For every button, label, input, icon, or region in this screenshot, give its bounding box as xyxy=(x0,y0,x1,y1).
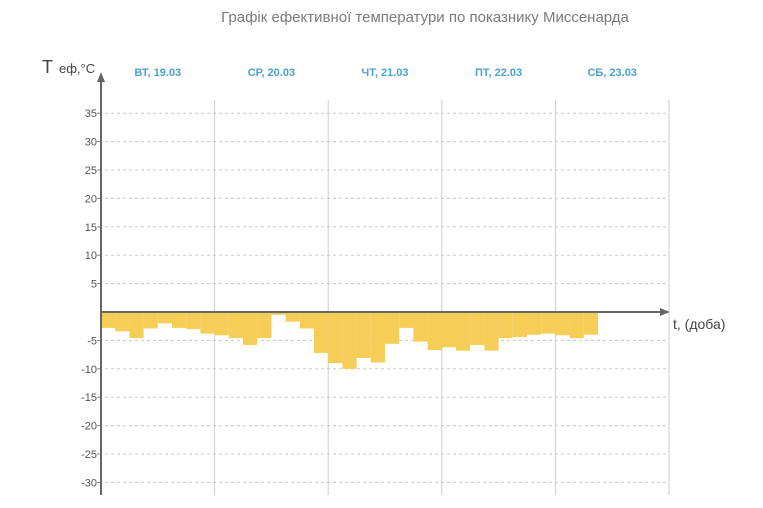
bar xyxy=(115,312,130,332)
bar xyxy=(257,312,272,339)
y-tick-label: 20 xyxy=(85,193,97,205)
bar xyxy=(370,312,385,363)
bar xyxy=(299,312,314,329)
y-tick-label: 30 xyxy=(85,137,97,149)
bar xyxy=(172,312,187,328)
bar xyxy=(271,312,286,315)
y-tick-label: -5 xyxy=(87,335,97,347)
bar xyxy=(228,312,243,339)
bar xyxy=(186,312,201,330)
y-tick-label: -20 xyxy=(81,421,97,433)
bar xyxy=(314,312,329,353)
x-axis-label: t, (доба) xyxy=(673,316,725,332)
bar xyxy=(456,312,471,351)
bar xyxy=(498,312,513,339)
bar xyxy=(583,312,598,335)
y-tick-label: 10 xyxy=(85,250,97,262)
bars xyxy=(101,312,598,369)
bar xyxy=(200,312,215,334)
y-tick-label: 25 xyxy=(85,165,97,177)
y-tick-label: -10 xyxy=(81,364,97,376)
y-tick-label: 5 xyxy=(91,279,97,291)
y-tick-label: -15 xyxy=(81,392,97,404)
y-axis-arrow xyxy=(97,72,105,82)
bar xyxy=(356,312,371,359)
bar xyxy=(214,312,229,336)
y-axis-label-subscript: еф,°C xyxy=(59,61,95,76)
day-label: СБ, 23.03 xyxy=(587,67,637,79)
bar xyxy=(328,312,343,364)
bar xyxy=(285,312,300,322)
day-separators xyxy=(214,100,670,495)
y-tick-label: 35 xyxy=(85,108,97,120)
bar xyxy=(441,312,456,348)
y-tick-labels: 35 30 25 20 15 10 5 -5 -10 -15 -20 -25 -30 xyxy=(81,108,97,489)
bar xyxy=(342,312,357,369)
y-tick-label: -25 xyxy=(81,449,97,461)
day-label: ВТ, 19.03 xyxy=(134,67,181,79)
bar xyxy=(413,312,428,342)
bar xyxy=(129,312,144,339)
y-tick-label: 15 xyxy=(85,222,97,234)
chart-title: Графік ефективної температури по показни… xyxy=(221,9,629,26)
y-axis-label: T xyxy=(42,57,53,77)
bar xyxy=(101,312,116,328)
day-label: ЧТ, 21.03 xyxy=(362,67,409,79)
bar xyxy=(243,312,258,345)
bar xyxy=(541,312,556,334)
bar xyxy=(157,312,172,324)
day-label: ПТ, 22.03 xyxy=(475,67,522,79)
bar xyxy=(385,312,400,344)
bar xyxy=(484,312,499,351)
day-label: СР, 20.03 xyxy=(248,67,295,79)
axes xyxy=(97,72,670,495)
bar xyxy=(527,312,542,335)
y-tick-label: -30 xyxy=(81,477,97,489)
day-labels: ВТ, 19.03 СР, 20.03 ЧТ, 21.03 ПТ, 22.03 СБ, … xyxy=(134,67,637,79)
grid xyxy=(105,112,667,483)
bar xyxy=(470,312,485,345)
bar xyxy=(399,312,414,328)
bar xyxy=(143,312,158,329)
bar xyxy=(555,312,570,336)
bar xyxy=(427,312,442,351)
bar xyxy=(512,312,527,337)
bar xyxy=(569,312,584,339)
x-axis-arrow xyxy=(660,308,670,316)
